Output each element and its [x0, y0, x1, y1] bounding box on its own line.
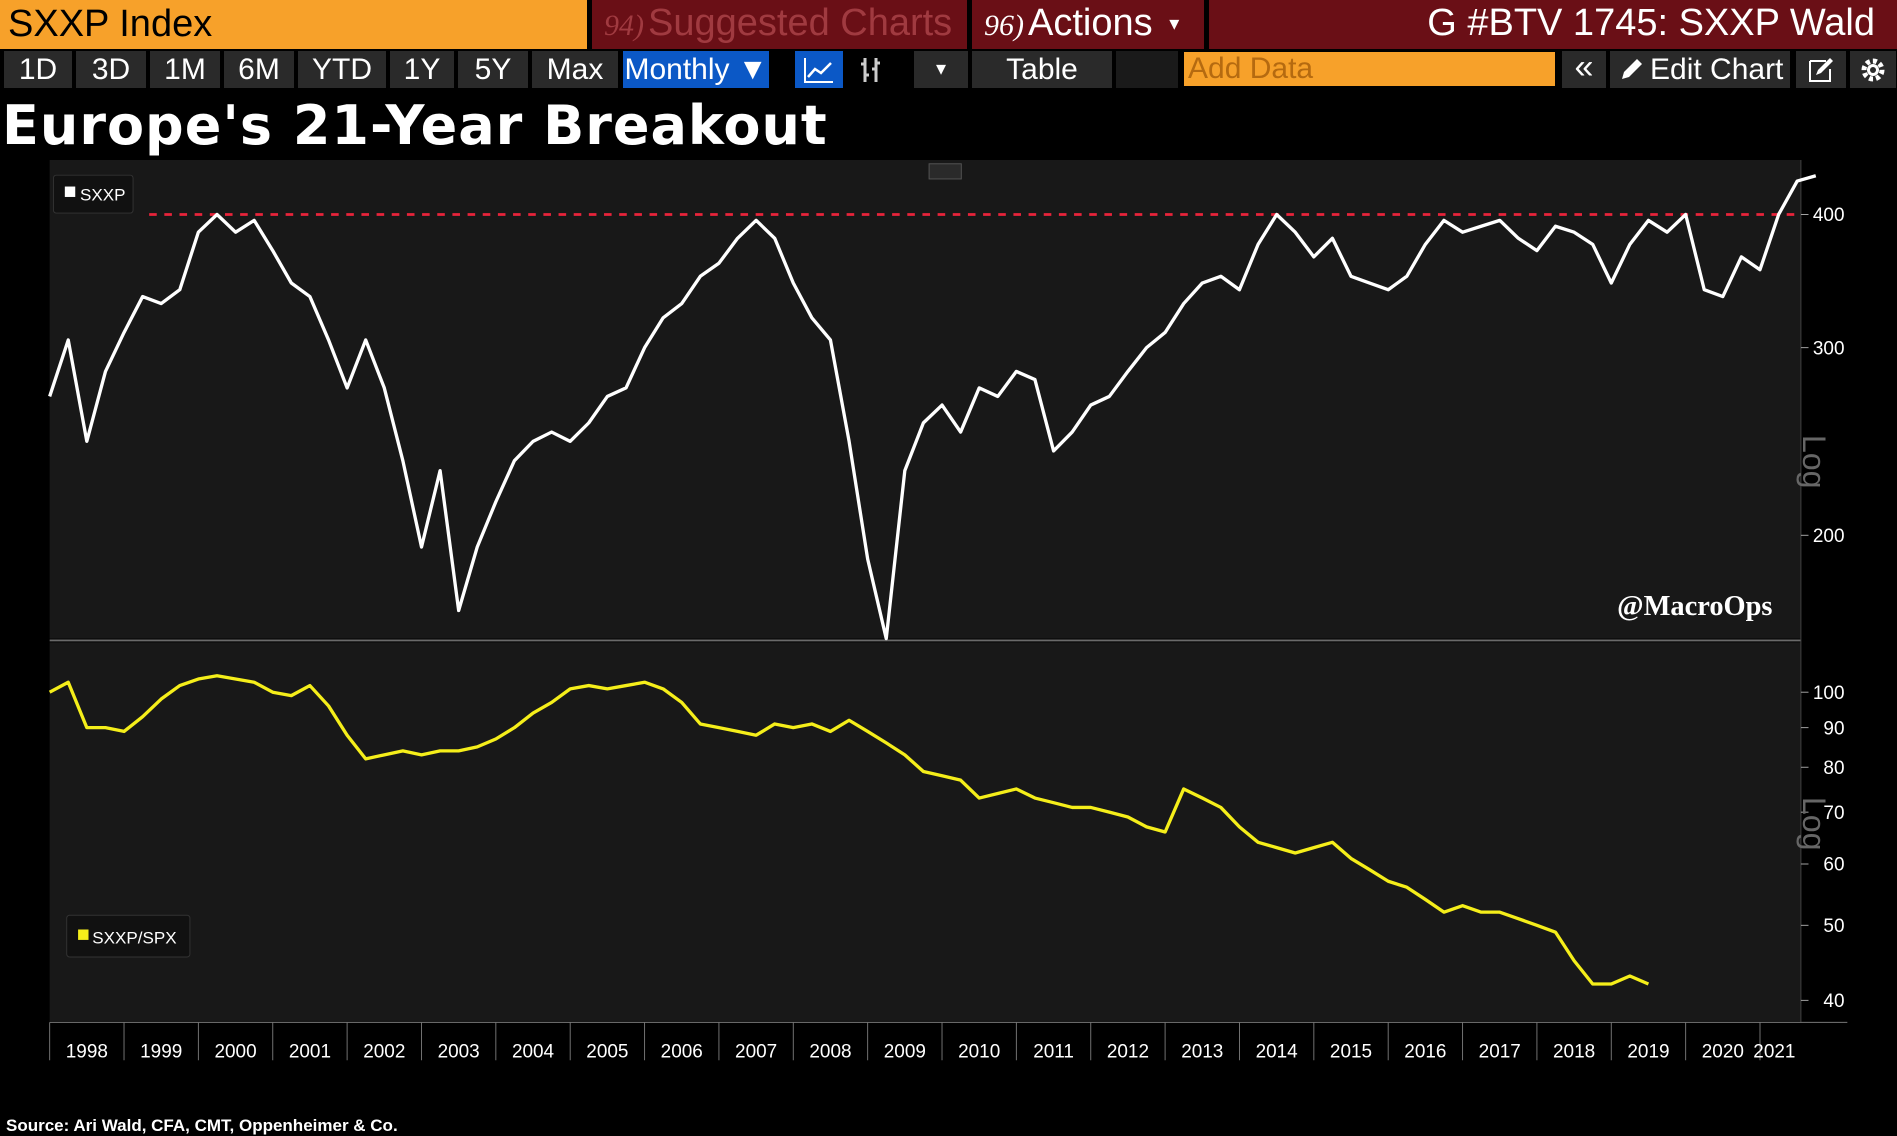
chart-area: 200 300 400 40 50 60 70 80 90 100 1998 1999 2000 20…: [48, 160, 1848, 1062]
table-button[interactable]: Table: [972, 51, 1112, 88]
edit-chart-button[interactable]: Edit Chart: [1610, 51, 1790, 88]
settings-gear-icon[interactable]: [1850, 51, 1896, 88]
x-tick-label: 2005: [586, 1041, 628, 1062]
lower-y-tick-label: 100: [1813, 683, 1845, 704]
lower-y-tick-label: 60: [1823, 855, 1844, 876]
x-tick-label: 2015: [1330, 1041, 1372, 1062]
x-tick-label: 2017: [1479, 1041, 1521, 1062]
source-note: Source: Ari Wald, CFA, CMT, Oppenheimer …: [6, 1116, 398, 1135]
sxxp-legend[interactable]: SXXP: [52, 174, 134, 214]
x-tick-label: 2016: [1404, 1041, 1446, 1062]
sxxp-legend-label: SXXP: [80, 186, 125, 205]
x-tick-label: 2002: [363, 1041, 405, 1062]
x-tick-label: 2020: [1702, 1041, 1744, 1062]
panel-options-icon[interactable]: [928, 163, 962, 180]
add-data-input[interactable]: Add Data: [1184, 52, 1555, 86]
edit-chart-label: Edit Chart: [1650, 53, 1784, 86]
actions-number: 96): [984, 9, 1024, 42]
x-tick-label: 2000: [214, 1041, 256, 1062]
ratio-series-line: [48, 674, 1650, 986]
upper-panel: [49, 160, 1801, 639]
chart-type-dropdown[interactable]: ▾: [914, 51, 968, 88]
period-1d-button[interactable]: 1D: [4, 51, 72, 88]
lower-log-label: Log: [1796, 797, 1832, 851]
lower-y-tick-label: 90: [1823, 718, 1844, 739]
x-tick-label: 2008: [809, 1041, 851, 1062]
lower-y-tick-label: 70: [1823, 803, 1844, 824]
x-tick-label: 2010: [958, 1041, 1000, 1062]
x-tick-label: 2018: [1553, 1041, 1595, 1062]
sxxp-series-line: [48, 174, 1817, 641]
period-ytd-button[interactable]: YTD: [298, 51, 386, 88]
x-tick-label: 1999: [140, 1041, 182, 1062]
upper-y-tick-label: 200: [1813, 526, 1845, 547]
security-field[interactable]: SXXP Index: [0, 0, 587, 49]
upper-log-label: Log: [1796, 435, 1832, 489]
x-tick-label: 2001: [289, 1041, 331, 1062]
x-tick-label: 2019: [1627, 1041, 1669, 1062]
actions-label: Actions: [1028, 2, 1153, 44]
actions-caret-icon: ▾: [1169, 13, 1180, 36]
frequency-dropdown[interactable]: Monthly ▼: [623, 51, 769, 88]
lower-panel: [49, 642, 1801, 1022]
lower-y-tick-label: 40: [1823, 991, 1844, 1012]
ratio-legend[interactable]: SXXP/SPX: [66, 914, 191, 958]
lower-y-tick-label: 80: [1823, 758, 1844, 779]
pencil-icon: [1622, 59, 1642, 80]
x-tick-label: 2013: [1181, 1041, 1223, 1062]
period-3d-button[interactable]: 3D: [76, 51, 146, 88]
lower-y-axis: 40 50 60 70 80 90 100: [1800, 683, 1845, 1012]
lower-y-tick-label: 50: [1823, 916, 1844, 937]
footer-bar: [0, 1114, 1897, 1136]
suggested-charts-button[interactable]: 94) Suggested Charts: [592, 0, 967, 49]
period-1m-button[interactable]: 1M: [150, 51, 220, 88]
upper-y-tick-label: 400: [1813, 205, 1845, 226]
ratio-legend-label: SXXP/SPX: [92, 929, 177, 948]
watermark: @MacroOps: [1617, 591, 1772, 622]
x-tick-label: 1998: [66, 1041, 108, 1062]
line-chart-icon[interactable]: [795, 51, 843, 88]
x-tick-label: 2012: [1107, 1041, 1149, 1062]
collapse-icon[interactable]: «: [1562, 50, 1606, 88]
period-1y-button[interactable]: 1Y: [390, 51, 454, 88]
period-6m-button[interactable]: 6M: [224, 51, 294, 88]
annotate-icon[interactable]: [1796, 51, 1846, 88]
x-tick-label: 2011: [1033, 1041, 1074, 1062]
screen-title: G #BTV 1745: SXXP Wald: [1209, 0, 1897, 49]
x-tick-label: 2009: [884, 1041, 926, 1062]
x-tick-label: 2007: [735, 1041, 777, 1062]
x-tick-label: 2006: [661, 1041, 703, 1062]
upper-y-tick-label: 300: [1813, 338, 1845, 359]
x-tick-label: 2014: [1256, 1041, 1298, 1062]
x-axis: 1998 1999 2000 2001 2002 2003 2004 2005 2006 2007…: [49, 1022, 1795, 1062]
chart-headline: Europe's 21-Year Breakout: [2, 94, 828, 157]
bar-chart-icon[interactable]: [846, 51, 896, 88]
x-tick-label: 2003: [438, 1041, 480, 1062]
period-5y-button[interactable]: 5Y: [458, 51, 528, 88]
x-tick-label: 2004: [512, 1041, 554, 1062]
sxxp-legend-swatch: [64, 186, 76, 197]
actions-button[interactable]: 96) Actions ▾: [972, 0, 1204, 49]
x-tick-label: 2021: [1753, 1041, 1795, 1062]
suggested-charts-label: Suggested Charts: [648, 2, 953, 44]
upper-y-axis: 200 300 400: [1800, 205, 1845, 547]
suggested-charts-number: 94): [604, 9, 644, 42]
period-max-button[interactable]: Max: [532, 51, 618, 88]
toolbar-spacer: [1116, 51, 1178, 88]
ratio-legend-swatch: [78, 929, 89, 940]
